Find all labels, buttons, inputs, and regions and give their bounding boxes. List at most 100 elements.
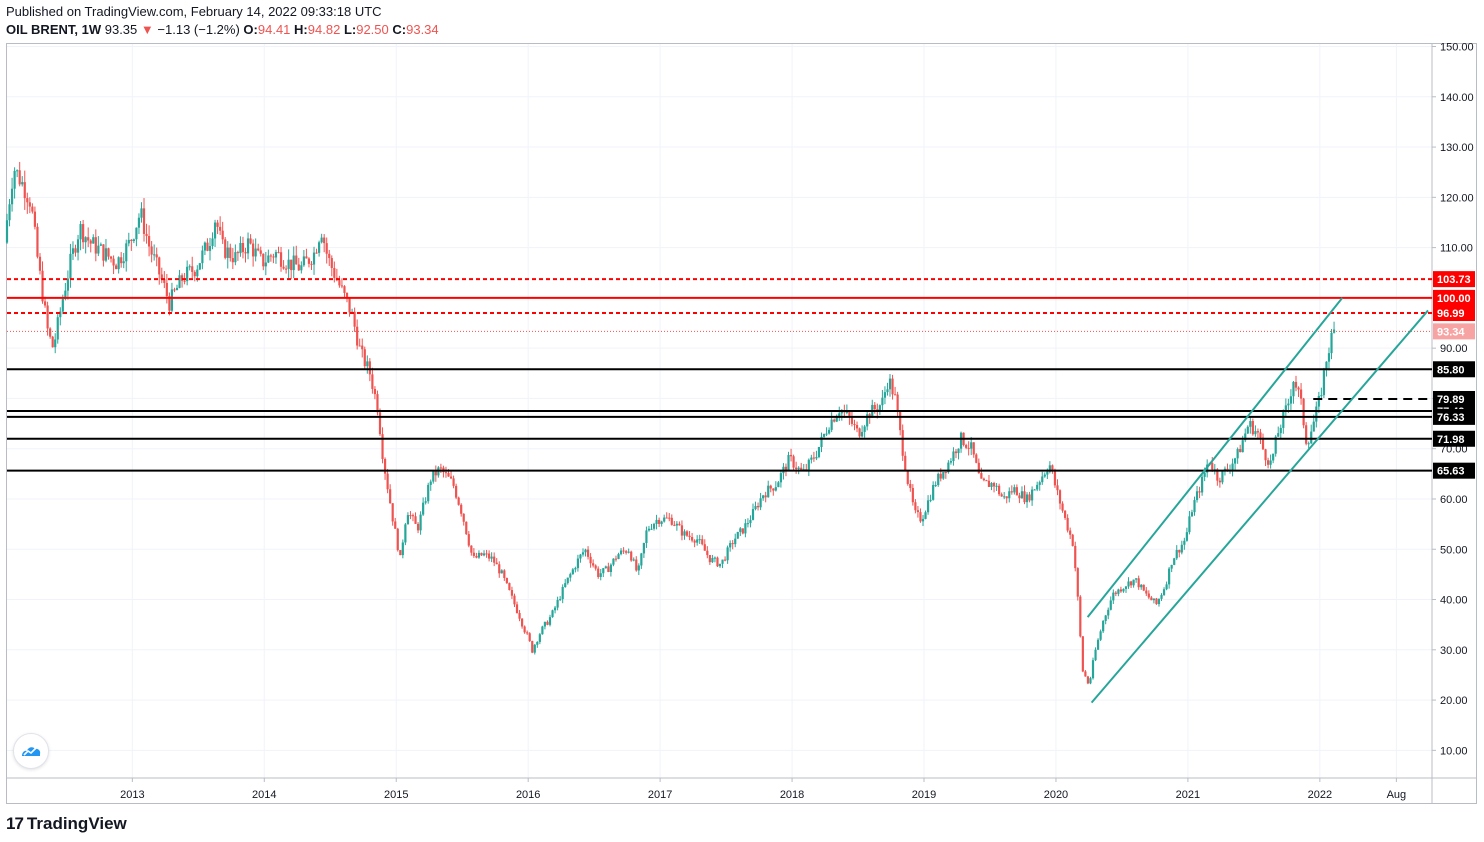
price-tick-label: 140.00 — [1440, 92, 1474, 104]
candle-body — [769, 485, 772, 489]
last-price: 93.35 — [104, 22, 138, 37]
candle-body — [109, 256, 113, 259]
candle-body — [264, 262, 267, 267]
candle-body — [231, 258, 234, 263]
candle-body — [338, 280, 341, 286]
candle-body — [548, 617, 552, 625]
candle-body — [94, 237, 97, 254]
candle-body — [117, 257, 120, 270]
tradingview-brand[interactable]: 17 TradingView — [6, 814, 127, 834]
candle-body — [1218, 480, 1221, 483]
candle-body — [38, 256, 42, 271]
candle-body — [300, 265, 303, 271]
candle-body — [1266, 460, 1270, 465]
candle-body — [1180, 544, 1183, 553]
candle-body — [439, 467, 442, 469]
candle-body — [452, 478, 455, 486]
candle-body — [180, 275, 184, 281]
candle-body — [708, 555, 711, 563]
candle-body — [49, 328, 52, 337]
candle-body — [713, 557, 717, 559]
candle-body — [175, 287, 179, 291]
candle-body — [828, 429, 831, 434]
candle-body — [1094, 649, 1097, 661]
candle-body — [1132, 579, 1135, 586]
red-level-label-bg — [1433, 305, 1475, 322]
candle-body — [919, 512, 922, 522]
candle-body — [122, 261, 125, 264]
candle-body — [125, 243, 128, 262]
tradingview-logo-button[interactable] — [13, 733, 49, 769]
symbol-legend[interactable]: OIL BRENT, 1W 93.35 ▼ −1.13 (−1.2%) O:94… — [6, 22, 439, 37]
price-tick-label: 30.00 — [1440, 645, 1468, 657]
candle-body — [1076, 568, 1079, 597]
candle-body — [690, 536, 694, 541]
candle-body — [899, 411, 902, 431]
candle-body — [934, 485, 937, 487]
candle-body — [711, 558, 714, 563]
candle-body — [188, 266, 191, 268]
candle-body — [142, 208, 146, 234]
candle-body — [500, 570, 503, 574]
candle-body — [1188, 516, 1191, 533]
candle-body — [257, 248, 260, 251]
candle-body — [729, 543, 732, 548]
time-tick-label: Aug — [1387, 789, 1407, 801]
candle-body — [932, 485, 935, 500]
candle-body — [1140, 584, 1143, 588]
tv-logo-icon: 17 — [6, 814, 24, 833]
time-tick-label: 2015 — [384, 789, 408, 801]
candle-body — [1041, 476, 1044, 483]
symbol-name[interactable]: OIL BRENT, 1W — [6, 22, 102, 37]
candle-body — [1142, 584, 1145, 591]
candle-body — [1122, 588, 1125, 592]
candle-body — [1173, 558, 1176, 565]
time-tick-label: 2016 — [516, 789, 540, 801]
candle-body — [434, 470, 437, 476]
candle-body — [878, 405, 881, 412]
candle-body — [523, 626, 526, 633]
black-level-label-bg — [1433, 462, 1475, 479]
candle-body — [363, 349, 366, 367]
candle-body — [746, 523, 750, 525]
candle-body — [366, 361, 369, 367]
candle-body — [1264, 449, 1267, 461]
candle-body — [784, 466, 788, 471]
candle-body — [1305, 425, 1308, 444]
candle-body — [977, 462, 980, 474]
candle-body — [515, 604, 519, 614]
candle-body — [76, 239, 80, 253]
candle-body — [1294, 381, 1298, 388]
candle-body — [1185, 532, 1188, 541]
candle-body — [970, 442, 973, 449]
candle-body — [432, 470, 435, 482]
candle-body — [853, 423, 856, 426]
candle-body — [652, 523, 656, 529]
candle-body — [1031, 489, 1034, 501]
candle-body — [1168, 568, 1171, 585]
candle-body — [767, 485, 770, 498]
candle-body — [533, 644, 536, 653]
candle-body — [163, 279, 166, 283]
candle-body — [668, 517, 671, 519]
candle-body — [741, 528, 744, 534]
candle-body — [1256, 431, 1260, 433]
candle-body — [861, 431, 864, 437]
candle-body — [1089, 678, 1092, 684]
candle-body — [457, 497, 460, 505]
candle-body — [546, 621, 549, 625]
candle-body — [1152, 598, 1156, 601]
candle-body — [386, 473, 389, 490]
candle-body — [929, 499, 932, 501]
candle-body — [904, 455, 907, 471]
candle-body — [1297, 387, 1300, 390]
candle-body — [538, 634, 541, 642]
open-value: 94.41 — [257, 22, 291, 37]
candle-body — [680, 525, 684, 536]
candle-body — [1074, 545, 1077, 569]
candle-body — [183, 280, 186, 282]
candle-body — [1249, 421, 1252, 427]
candle-body — [625, 551, 628, 553]
candle-body — [490, 556, 493, 559]
